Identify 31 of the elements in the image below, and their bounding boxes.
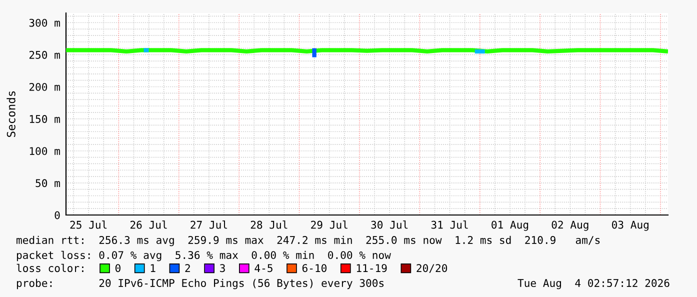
x-tick-label: 29 Jul [311,220,348,229]
x-tick-label: 30 Jul [371,220,408,229]
legend-label: 3 [220,264,225,272]
legend-label: 11-19 [356,264,387,272]
text: packet loss: 0.07 % avg 5.36 % max 0.00 % min 0.00 % now [16,250,391,262]
legend-label: 4-5 [254,264,272,272]
legend-title: loss color: [16,264,84,272]
x-tick-label: 03 Aug [612,220,648,231]
x-tick-label: 01 Aug [492,220,528,231]
x-tick-label: 26 Jul [130,220,167,229]
text: Tue Aug 4 02:57:12 2026 [518,279,670,290]
x-tick-label: 28 Jul [250,220,288,229]
text: median rtt: 256.3 ms avg 259.9 ms max 247.2 ms min 255.0 ms now 1.2 ms sd 210.9 am/s [16,236,600,246]
y-tick-label: 0 [54,211,60,220]
legend-label: 0 [115,264,120,272]
y-tick-label: 250 m [29,50,60,59]
legend-label: 20/20 [416,264,448,273]
legend-label: 1 [150,264,156,272]
y-axis-title: Seconds [6,91,16,137]
y-tick-label: 150 m [30,115,60,123]
x-tick-label: 27 Jul [190,220,228,229]
text: probe: 20 IPv6-ICMP Echo Pings (56 Bytes) every 300s [16,278,384,290]
x-tick-label: 31 Jul [431,220,468,229]
legend-label: 2 [185,264,190,272]
y-tick-label: 100 m [30,147,60,156]
legend-label: 6-10 [302,264,326,272]
y-tick-label: 200 m [29,82,60,91]
y-tick-label: 50 m [36,179,60,188]
x-tick-label: 25 Jul [70,220,107,229]
x-tick-label: 02 Aug [552,220,588,231]
y-tick-label: 300 m [29,18,60,27]
